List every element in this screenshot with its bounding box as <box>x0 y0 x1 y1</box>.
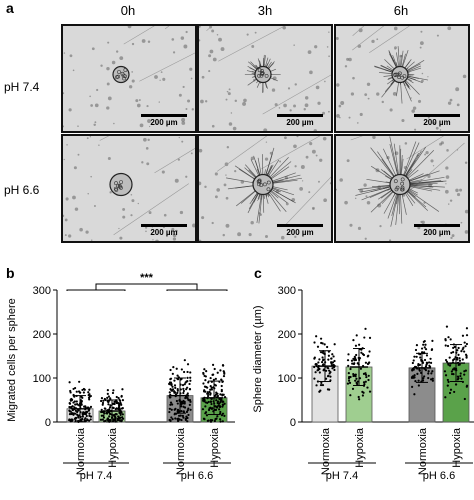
scale-bar-label: 200 µm <box>150 228 178 237</box>
category-label: Hypoxia <box>209 427 221 468</box>
scale-bar: 200 µm <box>277 114 323 127</box>
category-label: Normoxia <box>175 427 187 475</box>
group-label: pH 6.6 <box>423 470 455 482</box>
y-tick-label: 300 <box>33 285 51 297</box>
micrograph-r2-c2: 200 µm <box>197 134 333 243</box>
row-header-ph66: pH 6.6 <box>4 183 40 197</box>
scale-bar: 200 µm <box>141 114 187 127</box>
data-points-3 <box>168 359 192 423</box>
micrograph-r1-c3: 200 µm <box>334 24 470 133</box>
column-header-0h: 0h <box>120 3 136 18</box>
micrograph-r1-c2: 200 µm <box>197 24 333 133</box>
category-label: Normoxia <box>320 427 332 475</box>
y-tick-label: 100 <box>33 373 51 385</box>
category-label: Normoxia <box>75 427 87 475</box>
data-points-2 <box>346 327 372 401</box>
y-tick-label: 200 <box>278 329 296 341</box>
group-label: pH 6.6 <box>181 470 213 482</box>
y-tick-label: 300 <box>278 285 296 297</box>
scale-bar: 200 µm <box>414 114 460 127</box>
significance-bracket <box>66 283 228 291</box>
scale-bar-line <box>141 114 187 117</box>
y-tick-label: 100 <box>278 373 296 385</box>
category-label: Hypoxia <box>451 427 463 468</box>
data-points-1 <box>313 335 336 393</box>
y-tick-label: 200 <box>33 329 51 341</box>
micrograph-image <box>63 136 195 241</box>
scale-bar: 200 µm <box>141 224 187 237</box>
y-tick-label: 0 <box>45 417 51 429</box>
panel-a-letter: a <box>6 0 14 16</box>
scale-bar-line <box>414 114 460 117</box>
category-label: Hypoxia <box>354 427 366 468</box>
micrograph-image <box>63 26 195 128</box>
chart-b: b Migrated cells per sphere 0 100 200 300 No… <box>6 265 235 482</box>
y-tick-label: 0 <box>290 417 296 429</box>
data-points-1 <box>68 380 93 424</box>
category-label: Hypoxia <box>107 427 119 468</box>
scale-bar-label: 200 µm <box>286 228 314 237</box>
scale-bar-label: 200 µm <box>423 228 451 237</box>
chart-c-y-axis-label: Sphere diameter (µm) <box>252 305 264 412</box>
scale-bar: 200 µm <box>277 224 323 237</box>
category-label: Normoxia <box>417 427 429 475</box>
significance-label: *** <box>140 272 154 284</box>
column-header-3h: 3h <box>257 3 273 18</box>
column-header-6h: 6h <box>393 3 409 18</box>
scale-bar-line <box>277 114 323 117</box>
chart-b-y-axis-label: Migrated cells per sphere <box>6 298 18 422</box>
panel-c-letter: c <box>254 265 262 281</box>
scale-bar-label: 200 µm <box>423 118 451 127</box>
group-label: pH 7.4 <box>80 470 112 482</box>
micrograph-r2-c3: 200 µm <box>334 134 470 243</box>
scale-bar-line <box>141 224 187 227</box>
scale-bar-line <box>277 224 323 227</box>
scale-bar-line <box>414 224 460 227</box>
panel-b-letter: b <box>6 265 15 281</box>
group-label: pH 7.4 <box>326 470 358 482</box>
micrograph-image <box>336 136 468 241</box>
row-header-ph74: pH 7.4 <box>4 80 40 94</box>
scale-bar-label: 200 µm <box>150 118 178 127</box>
scale-bar: 200 µm <box>414 224 460 237</box>
micrograph-r2-c1: 200 µm <box>61 134 197 243</box>
scale-bar-label: 200 µm <box>286 118 314 127</box>
micrograph-image <box>336 26 467 131</box>
micrograph-r1-c1: 200 µm <box>61 24 197 133</box>
chart-c: c Sphere diameter (µm) 0 100 200 300 Normoxi… <box>252 265 474 482</box>
micrograph-image <box>199 26 331 131</box>
micrograph-image <box>199 136 331 241</box>
